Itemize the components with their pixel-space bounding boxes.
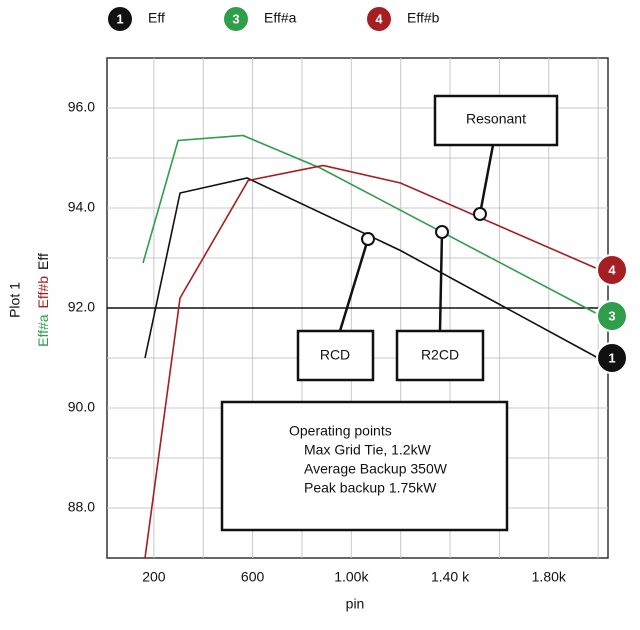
end-badge-number: 3 <box>608 308 615 323</box>
callout-line <box>338 238 370 332</box>
annotation: R2CD <box>421 347 459 363</box>
legend-badge <box>224 7 248 31</box>
callout-point <box>473 207 487 221</box>
annotation: Peak backup 1.75kW <box>304 480 437 496</box>
legend-badge-number: 4 <box>375 11 383 26</box>
callout-line <box>438 231 444 332</box>
end-badge-number: 4 <box>608 262 616 277</box>
x-tick-label: 1.00k <box>334 569 369 585</box>
callout-box <box>220 400 509 532</box>
callout-point <box>361 232 375 246</box>
annotation: Operating points <box>289 423 392 439</box>
x-axis-label: pin <box>346 596 365 612</box>
y-axis-label: Plot 1 <box>7 282 23 318</box>
end-badges: 1 3 4 <box>596 254 628 374</box>
x-tick-label: 600 <box>241 569 265 585</box>
legend-badge <box>367 7 391 31</box>
annotation: Average Backup 350W <box>304 461 448 477</box>
x-tick-label: 1.80k <box>532 569 567 585</box>
annotation: RCD <box>320 347 350 363</box>
legend-label: Eff#b <box>407 10 440 26</box>
y-tick-label: 92.0 <box>68 299 95 315</box>
legend-badge-number: 3 <box>232 11 239 26</box>
series-line <box>144 164 596 559</box>
y-tick-label: 96.0 <box>68 99 95 115</box>
y-legend-entry: Eff#b <box>35 276 51 309</box>
y-tick-label: 88.0 <box>68 499 95 515</box>
end-badge <box>596 342 628 374</box>
y-legend-entry: Eff#a <box>35 314 51 347</box>
annotation: Resonant <box>466 111 526 127</box>
x-tick-label: 200 <box>142 569 166 585</box>
end-badge <box>596 254 628 286</box>
legend-label: Eff <box>148 10 165 26</box>
annotation: Max Grid Tie, 1.2kW <box>304 442 432 458</box>
series-line <box>144 177 599 359</box>
legend-badge <box>108 7 132 31</box>
series-line <box>142 134 597 314</box>
y-tick-label: 90.0 <box>68 399 95 415</box>
lines <box>142 134 599 559</box>
legend-badge-number: 1 <box>116 11 123 26</box>
y-legend-text: Eff#a Eff#b Eff <box>35 253 51 347</box>
callout-box <box>395 329 485 382</box>
callout-point <box>435 225 449 239</box>
callouts: Resonant RCD R2CD Operating points Max G… <box>220 94 559 532</box>
y-legend: Eff#a Eff#b Eff <box>35 253 51 347</box>
end-badge-number: 1 <box>608 350 615 365</box>
y-legend-entry: Eff <box>35 253 51 270</box>
legend-label: Eff#a <box>264 10 297 26</box>
callout-box <box>433 94 559 147</box>
legend: 1 Eff 3 Eff#a 4 Eff#b <box>108 7 440 31</box>
x-tick-label: 1.40 k <box>431 569 470 585</box>
y-tick-label: 94.0 <box>68 199 95 215</box>
end-badge <box>596 300 628 332</box>
callout-box <box>296 329 375 382</box>
callout-line <box>478 144 495 215</box>
